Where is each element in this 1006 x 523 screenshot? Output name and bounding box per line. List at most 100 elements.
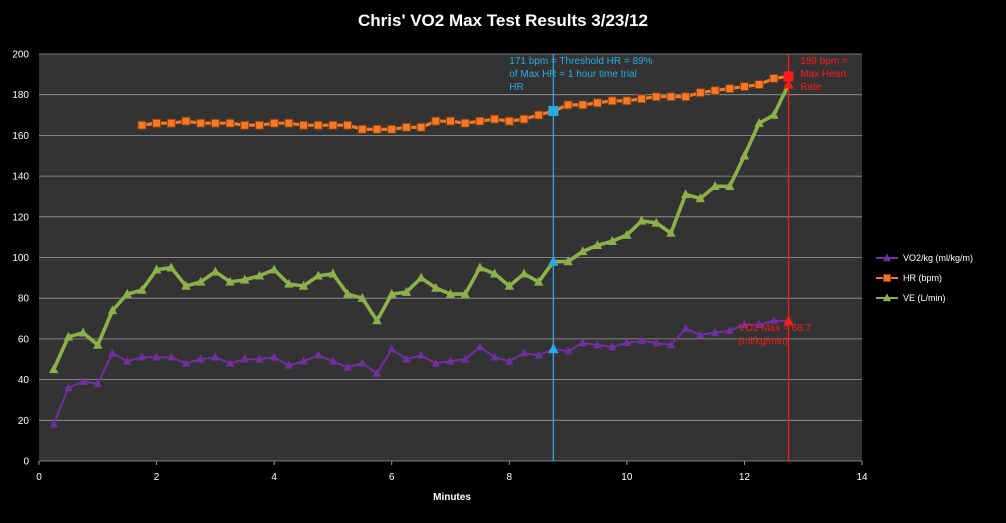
data-point [725,326,734,335]
data-point [739,150,750,160]
data-point [137,284,147,294]
data-point [475,116,485,126]
data-point [269,352,279,361]
data-point [93,339,103,349]
data-point [461,354,470,363]
legend-item: HR (bpm) [876,273,942,283]
data-point [49,419,58,428]
data-point [475,342,485,351]
y-tick-label: 80 [18,294,30,305]
data-point [64,383,73,392]
data-point [254,120,264,130]
data-point [681,92,691,102]
data-point [387,344,396,353]
data-point [225,276,235,286]
x-tick-label: 12 [739,472,751,483]
data-point [534,350,543,359]
data-point [519,268,529,278]
data-point [254,270,265,280]
annotation-text: VO2 Max = 68.7 [739,323,812,334]
data-point [416,350,426,359]
highlight-point [783,315,794,326]
data-point [681,324,690,333]
data-point [269,264,279,274]
data-point [651,217,661,227]
annotation-text: Max Heart [800,69,846,80]
highlight-point [548,343,559,354]
legend-item: VE (L/min) [876,293,946,303]
x-tick-label: 6 [389,472,395,483]
data-point [416,272,426,282]
data-point [460,118,470,128]
data-point [607,236,617,245]
data-point [299,120,309,130]
data-point [123,356,132,365]
annotation-text: Rate [800,82,822,93]
chart-title: Chris' VO2 Max Test Results 3/23/12 [358,11,648,30]
data-point [680,189,691,199]
data-point [637,94,647,104]
data-point [637,336,646,345]
data-point [240,274,250,284]
data-point [210,118,220,128]
y-tick-label: 200 [12,50,29,61]
annotation-text: of Max HR = 1 hour time trial [509,69,637,80]
y-tick-label: 0 [23,457,29,468]
x-axis-title: Minutes [433,492,471,503]
data-point [769,109,779,119]
data-point [504,116,514,126]
data-point [107,305,118,315]
annotation-text: HR [509,82,523,93]
data-point [284,360,294,369]
data-point [505,356,514,365]
annotation-text: (ml/kg/min) [739,336,788,347]
data-point [196,354,205,363]
data-point [431,116,441,126]
data-point [328,120,338,130]
data-point [519,114,529,124]
data-point [151,264,162,274]
y-tick-label: 60 [18,334,30,345]
legend-item: VO2/kg (ml/kg/m) [876,253,973,263]
data-point [284,118,294,128]
data-point [769,315,778,324]
data-point [622,338,632,347]
data-point [652,338,661,347]
data-point [607,342,617,351]
data-point [343,362,352,371]
series-group [48,71,794,428]
data-point [372,368,382,377]
data-point [343,120,353,130]
annotation-text: 189 bpm = [800,56,848,67]
x-tick-label: 8 [507,472,513,483]
data-point [578,100,588,110]
data-point [769,73,779,83]
data-point [166,262,176,272]
series-2 [48,79,794,374]
data-point [358,358,367,367]
data-point [299,356,308,365]
data-point [122,288,132,298]
data-point [225,358,235,367]
data-point [328,268,338,278]
data-point [401,122,411,132]
data-point [298,280,309,290]
data-point [696,330,705,339]
data-point [167,352,176,361]
y-tick-label: 140 [12,172,29,183]
x-tick-label: 10 [621,472,633,483]
data-point [666,340,676,349]
data-point [314,350,323,359]
series-1 [137,71,794,134]
data-point [313,270,323,280]
legend-marker [882,253,892,262]
data-point [445,288,456,298]
data-point [504,280,514,290]
data-point [342,288,353,298]
data-point [240,354,249,363]
legend-label: VE (L/min) [903,293,946,303]
data-point [195,276,206,286]
data-point [387,288,397,298]
data-point [489,268,500,278]
